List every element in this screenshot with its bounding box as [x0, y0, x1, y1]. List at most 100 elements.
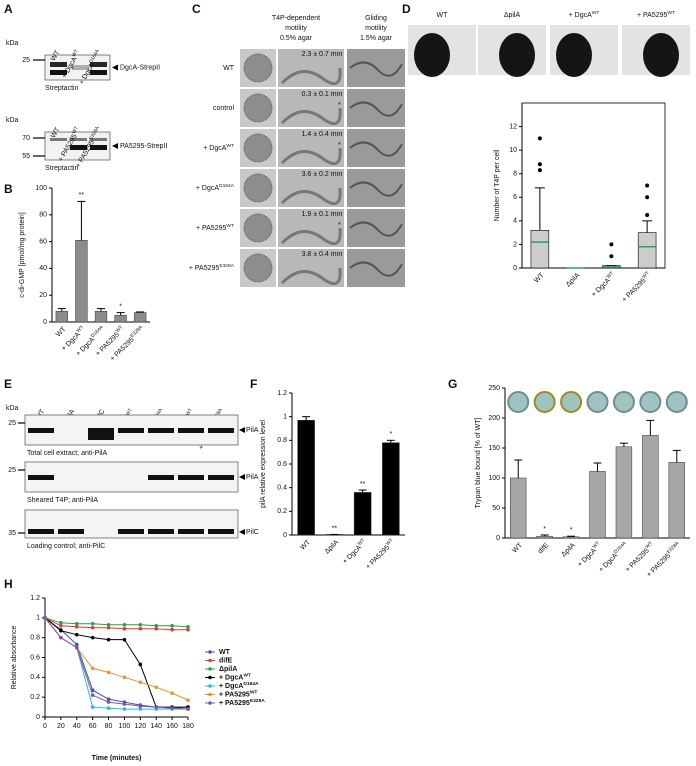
image-detail [349, 181, 403, 197]
image-label-text: + PA5295 [637, 12, 668, 19]
outlier [537, 168, 542, 173]
legend-label-text: + PA5295 [219, 691, 250, 698]
row-label: control [213, 105, 234, 112]
x-tick-label: ΔpilA [565, 272, 582, 289]
arrow [239, 427, 245, 433]
bar [668, 462, 685, 539]
row-label-sup: E328A [219, 263, 234, 269]
point [106, 622, 111, 627]
column-header: 1.5% agar [360, 35, 393, 42]
lane-label-sup: WT [185, 407, 194, 417]
point [90, 705, 95, 709]
band-label: PilA [246, 427, 259, 434]
column-header: motility [365, 25, 387, 32]
blot [24, 461, 239, 493]
y-tick-label: 6 [513, 194, 517, 201]
y-axis-label: Relative absorbance [11, 625, 18, 689]
band [70, 145, 87, 150]
cell [643, 33, 679, 77]
significance: * [543, 526, 546, 533]
band [70, 138, 87, 141]
colony [243, 53, 273, 83]
row-label-text: + DgcA [203, 145, 226, 152]
image-detail [280, 227, 342, 246]
point [186, 627, 190, 632]
y-tick-label: 0 [283, 532, 287, 539]
point [90, 693, 95, 697]
series-line [44, 617, 188, 631]
point [59, 635, 63, 640]
point [106, 706, 111, 710]
y-tick-label: 80 [39, 212, 47, 219]
panel-letter: H [4, 577, 13, 591]
x-tick-label-sup: WT [644, 540, 654, 550]
blot-caption: Sheared T4P; anti-PilA [27, 497, 98, 504]
point [106, 700, 111, 704]
row-label-text: + PA5295 [196, 225, 227, 232]
row-label-sup: WT [226, 143, 234, 149]
series-line [44, 617, 189, 710]
bar [114, 315, 127, 323]
significance: ** [360, 481, 366, 488]
image-detail [349, 141, 403, 157]
legend-label-text: difE [219, 657, 233, 664]
y-tick-label: 0.8 [277, 437, 287, 444]
lane-label-sup: WT [71, 125, 80, 135]
x-tick-label: WT [511, 541, 524, 554]
x-tick-label-sup: WT [605, 270, 615, 280]
series-line [44, 617, 189, 701]
x-tick-label: + PA5295WT [620, 270, 653, 303]
y-tick-label: 40 [39, 265, 47, 272]
measurement: 3.8 ± 0.4 mm [302, 251, 343, 258]
x-tick-label: 60 [89, 723, 97, 730]
bar [615, 446, 633, 539]
y-tick-label: 1 [36, 615, 40, 622]
row-label-text: + PA5295 [189, 265, 220, 272]
point [74, 645, 79, 650]
image [278, 49, 344, 87]
x-axis-label: Time (minutes) [92, 755, 142, 762]
y-tick-label: 150 [488, 445, 500, 452]
x-tick-label-text: ΔpilA [565, 272, 582, 289]
series-line [44, 617, 188, 710]
legend-label-text: + DgcA [219, 674, 243, 681]
colony-image [639, 391, 662, 413]
x-tick-label-sup: E328A [129, 324, 144, 339]
panel-letter: E [4, 377, 12, 391]
band [50, 70, 67, 75]
colony-image [612, 391, 635, 413]
y-tick-label: 0 [513, 265, 517, 272]
significance: * [338, 142, 341, 149]
image-detail [349, 61, 403, 77]
point [106, 637, 111, 642]
y-tick-label: 2 [513, 241, 517, 248]
point [74, 624, 79, 629]
y-tick-label: 10 [509, 147, 517, 154]
arrow [239, 474, 245, 480]
y-tick-label: 4 [513, 218, 517, 225]
outlier [645, 212, 650, 217]
image-label-text: ΔpilA [504, 12, 521, 19]
point [106, 625, 111, 630]
legend-label: + PA5295E328A [219, 698, 265, 707]
point [138, 622, 143, 627]
point [138, 680, 143, 685]
point [170, 623, 174, 628]
point [74, 632, 79, 637]
band [148, 428, 174, 433]
y-tick-label: 1 [283, 414, 287, 421]
image-label-sup: WT [667, 10, 675, 16]
y-tick-label: 12 [509, 123, 517, 130]
arrow [112, 64, 118, 71]
colony [243, 213, 273, 243]
row-label: WT [223, 65, 235, 72]
band [90, 138, 107, 141]
x-tick-label: + PA5295WT [363, 537, 396, 570]
bar [55, 311, 68, 323]
y-tick-label: 0 [496, 535, 500, 542]
image [278, 209, 344, 247]
legend-label: WT [219, 649, 231, 656]
bar [536, 535, 553, 539]
legend-label-sup: WT [250, 689, 258, 695]
band [90, 70, 107, 75]
